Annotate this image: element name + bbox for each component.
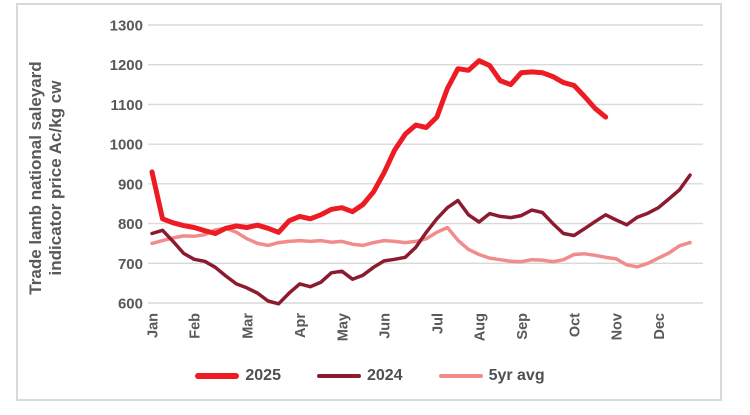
x-tick-label-nov: Nov [610,313,626,340]
y-tick-label-800: 800 [118,216,143,233]
legend: 2025 2024 5yr avg [17,363,723,389]
x-tick-label-feb: Feb [188,313,204,339]
legend-item-2025[interactable]: 2025 [195,367,281,385]
legend-swatch-5yr-avg [438,374,483,378]
legend-swatch-2025 [195,373,240,379]
y-tick-label-600: 600 [118,296,143,313]
series-line-2024 [150,173,692,306]
y-tick-label-700: 700 [118,256,143,273]
x-tick-label-dec: Dec [652,313,668,340]
chart-frame [16,3,722,401]
x-tick-label-apr: Apr [293,313,309,338]
legend-label-2025: 2025 [245,367,281,384]
y-axis-title: Trade lamb national saleyard indicator p… [26,38,78,318]
legend-item-5yr-avg[interactable]: 5yr avg [438,367,545,385]
legend-label-5yr-avg: 5yr avg [488,367,545,384]
series-line-5yr-avg [150,225,692,269]
y-axis-title-line-2: indicator price Ac/kg cw [46,80,65,276]
x-tick-label-sep: Sep [515,313,531,340]
legend-item-2024[interactable]: 2024 [316,367,403,385]
series-line-2025 [149,58,609,236]
x-tick-label-jan: Jan [146,313,162,338]
x-tick-label-oct: Oct [568,313,584,337]
y-axis-title-line-1: Trade lamb national saleyard [26,61,45,295]
x-tick-label-jul: Jul [430,313,446,334]
y-tick-label-1300: 1300 [110,18,143,35]
y-tick-label-1200: 1200 [110,57,143,74]
x-tick-label-aug: Aug [473,313,489,341]
x-tick-label-may: May [335,313,351,341]
legend-swatch-2024 [316,374,361,378]
y-tick-label-1100: 1100 [110,97,143,114]
y-tick-label-1000: 1000 [110,137,143,154]
legend-label-2024: 2024 [366,367,403,384]
x-tick-label-jun: Jun [378,313,394,339]
x-tick-label-mar: Mar [240,313,256,339]
y-tick-label-900: 900 [118,176,143,193]
